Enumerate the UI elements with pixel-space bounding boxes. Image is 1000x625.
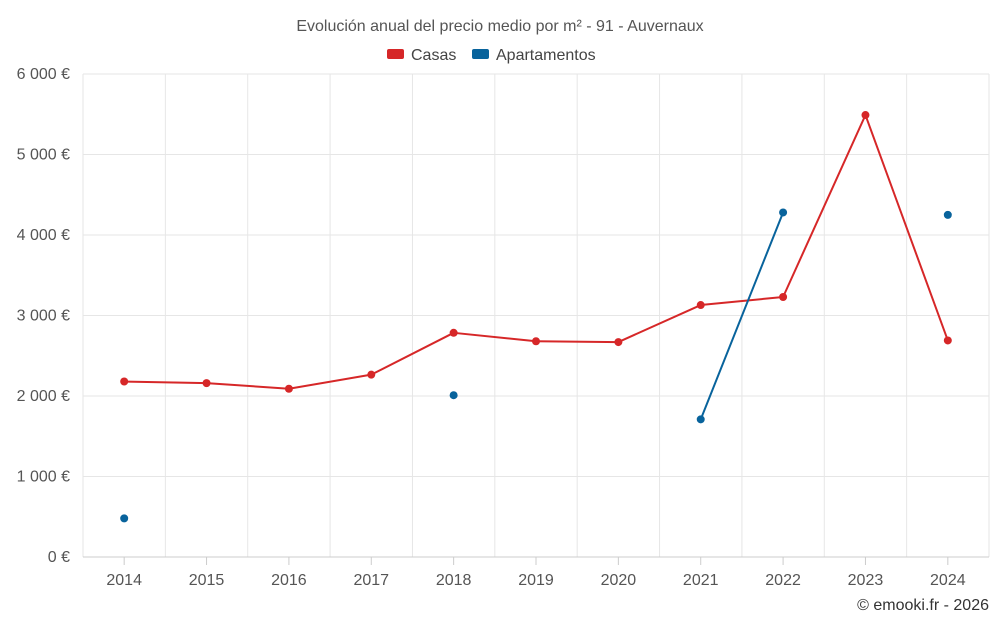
legend-label-casas: Casas [411, 47, 456, 64]
series-line-segment-casas [287, 373, 373, 390]
series-line-segment-apartamentos [699, 211, 785, 421]
x-tick-label: 2020 [601, 572, 637, 589]
x-tick-label: 2019 [518, 572, 554, 589]
data-point-casas-2016[interactable] [284, 384, 293, 393]
x-tick-label: 2022 [765, 572, 801, 589]
series-line-segment-casas [370, 331, 455, 376]
series-casas [120, 111, 952, 393]
credit-text: © emooki.fr - 2026 [857, 597, 989, 614]
data-point-apartamentos-2014[interactable] [120, 514, 129, 523]
data-point-casas-2024[interactable] [943, 336, 952, 345]
x-tick-label: 2021 [683, 572, 719, 589]
x-tick-label: 2017 [353, 572, 389, 589]
data-point-casas-2021[interactable] [696, 301, 705, 310]
data-point-casas-2014[interactable] [120, 377, 129, 386]
legend-item-casas[interactable]: Casas [387, 47, 456, 64]
series-line-segment-casas [699, 295, 785, 307]
series-line-segment-casas [782, 114, 867, 298]
y-tick-label: 4 000 € [17, 227, 70, 244]
chart-title: Evolución anual del precio medio por m² … [296, 18, 703, 35]
x-tick-label: 2024 [930, 572, 966, 589]
data-point-casas-2015[interactable] [202, 379, 211, 388]
data-point-apartamentos-2024[interactable] [943, 210, 952, 219]
data-point-apartamentos-2018[interactable] [449, 391, 458, 400]
y-tick-label: 1 000 € [17, 469, 70, 486]
data-point-casas-2017[interactable] [367, 370, 376, 379]
data-point-casas-2018[interactable] [449, 328, 458, 337]
x-tick-label: 2015 [189, 572, 225, 589]
y-tick-label: 5 000 € [17, 147, 70, 164]
legend-item-apartamentos[interactable]: Apartamentos [472, 47, 596, 64]
data-point-casas-2019[interactable] [532, 337, 540, 346]
axes: 0 € 1 000 € 2 000 € 3 000 € 4 000 € 5 000 € 6 … [17, 66, 989, 589]
data-point-casas-2023[interactable] [861, 111, 870, 120]
series-apartamentos [120, 208, 952, 523]
y-tick-label: 3 000 € [17, 308, 70, 325]
series-line-segment-casas [535, 340, 620, 344]
x-tick-label: 2023 [848, 572, 884, 589]
series-line-segment-casas [617, 304, 702, 344]
legend-label-apartamentos: Apartamentos [496, 47, 596, 64]
series-line-segment-casas [205, 382, 290, 390]
data-point-casas-2022[interactable] [779, 292, 788, 301]
series [120, 111, 952, 523]
data-point-apartamentos-2021[interactable] [696, 415, 705, 424]
legend: Casas Apartamentos [387, 47, 596, 64]
y-tick-label: 6 000 € [17, 66, 70, 83]
data-point-apartamentos-2022[interactable] [779, 208, 788, 217]
x-tick-label: 2016 [271, 572, 307, 589]
grid [82, 73, 990, 557]
data-point-casas-2020[interactable] [614, 338, 623, 347]
y-tick-label: 2 000 € [17, 388, 70, 405]
x-tick-label: 2014 [106, 572, 142, 589]
series-line-segment-casas [864, 114, 949, 342]
series-line-segment-casas [123, 380, 208, 385]
x-tick-label: 2018 [436, 572, 472, 589]
legend-swatch-apartamentos [472, 49, 489, 59]
legend-swatch-casas [387, 49, 404, 59]
series-line-segment-casas [452, 331, 537, 343]
y-tick-label: 0 € [48, 549, 70, 566]
